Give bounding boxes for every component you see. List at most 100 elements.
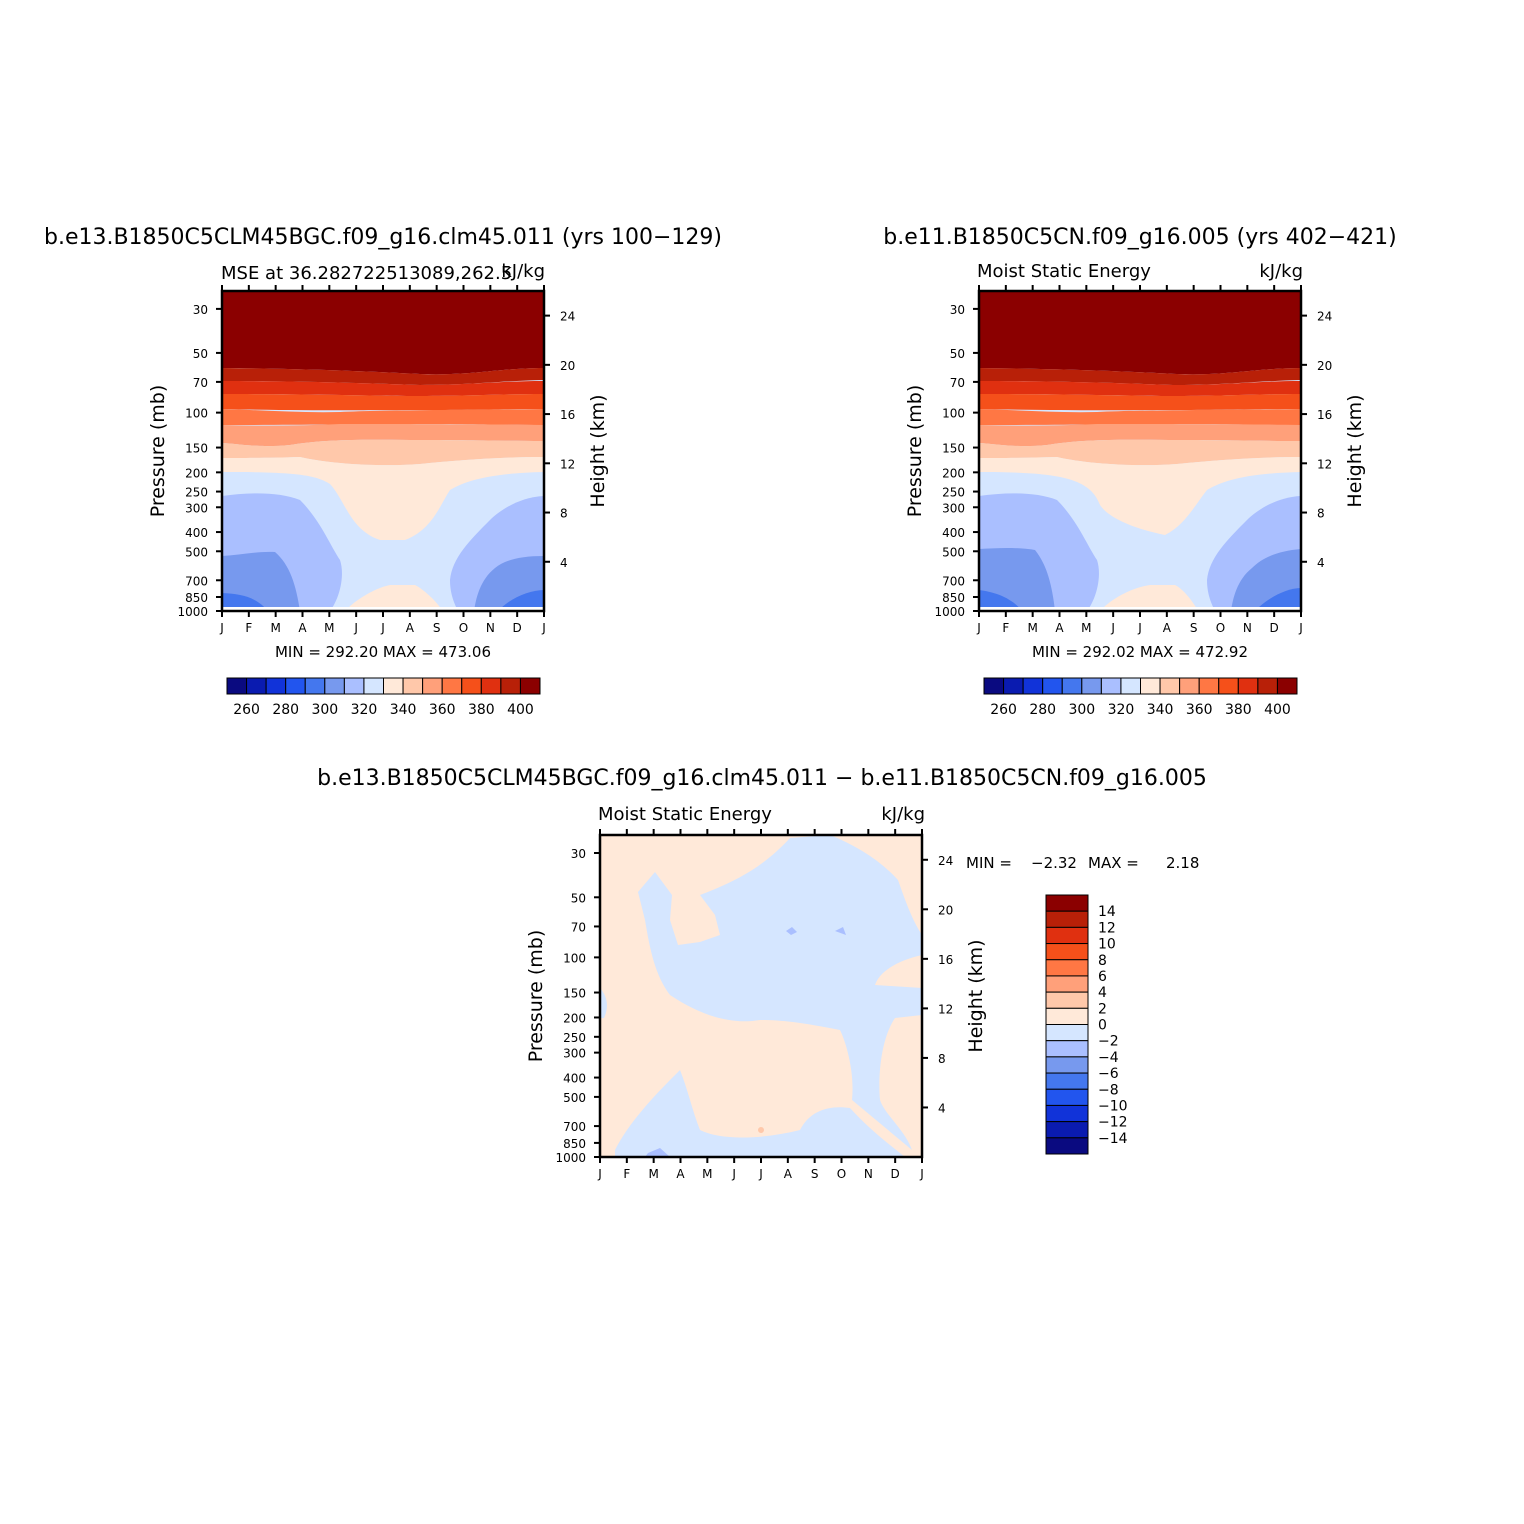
x-tick-label: J — [976, 621, 981, 635]
colorbar-label: 8 — [1098, 953, 1107, 969]
x-tick-label: A — [1055, 621, 1064, 635]
colorbar-swatch — [441, 677, 463, 695]
colorbar-swatch — [1045, 1104, 1089, 1123]
x-tick-label: M — [324, 621, 334, 635]
colorbar-swatch — [285, 677, 306, 695]
y-tick-label: 250 — [942, 486, 965, 500]
x-tick-label: O — [1216, 621, 1225, 635]
colorbar-label: −8 — [1098, 1082, 1119, 1098]
y-axis-title: Pressure (mb) — [147, 385, 169, 518]
y-tick-label: 50 — [193, 347, 208, 361]
x-tick-label: J — [1137, 621, 1142, 635]
y2-tick-label: 4 — [1317, 556, 1325, 570]
colorbar-swatch — [1045, 1024, 1089, 1042]
x-tick-label: D — [891, 1167, 900, 1181]
colorbar-label: 280 — [272, 702, 299, 718]
colorbar-swatch — [500, 677, 521, 695]
colorbar-label: −2 — [1098, 1034, 1119, 1050]
colorbar-swatch — [1045, 894, 1089, 912]
panel-3: b.e13.B1850C5CLM45BGC.f09_g16.clm45.011 … — [317, 766, 1207, 1181]
colorbar-swatch — [1045, 926, 1089, 945]
colorbar-swatch — [1257, 677, 1278, 695]
y-tick-label: 850 — [185, 591, 208, 605]
x-tick-label: S — [811, 1167, 819, 1181]
colorbar-swatch — [1042, 677, 1063, 695]
y-tick-label: 200 — [942, 466, 965, 480]
colorbar-swatch — [246, 677, 267, 695]
y-tick-label: 400 — [942, 526, 965, 540]
y-tick-label: 30 — [571, 847, 586, 861]
panel-1-field — [222, 291, 544, 611]
colorbar-swatch — [1045, 975, 1089, 993]
y-tick-label: 850 — [942, 591, 965, 605]
colorbar-label: 12 — [1098, 920, 1116, 936]
colorbar-swatch — [461, 677, 482, 695]
panel-1: b.e13.B1850C5CLM45BGC.f09_g16.clm45.011 … — [44, 225, 722, 718]
x-tick-label: S — [1190, 621, 1198, 635]
y-tick-label: 100 — [185, 407, 208, 421]
colorbar-label: 4 — [1098, 985, 1107, 1001]
y-tick-label: 250 — [563, 1031, 586, 1045]
x-tick-label: O — [459, 621, 468, 635]
y2-tick-label: 12 — [560, 457, 575, 471]
x-tick-label: M — [1081, 621, 1091, 635]
y-tick-label: 300 — [563, 1047, 586, 1061]
colorbar-swatch — [480, 677, 502, 695]
colorbar-label: 6 — [1098, 969, 1107, 985]
panel-3-subtitle-left: Moist Static Energy — [598, 804, 772, 825]
y-tick-label: 100 — [563, 951, 586, 965]
colorbar-label: 300 — [1068, 702, 1095, 718]
colorbar-swatch — [1140, 677, 1161, 695]
y-tick-label: 500 — [942, 545, 965, 559]
y2-tick-label: 12 — [1317, 457, 1332, 471]
y-tick-label: 1000 — [934, 605, 965, 619]
y2-tick-label: 16 — [1317, 408, 1332, 422]
y2-tick-label: 24 — [560, 310, 575, 324]
colorbar-swatch — [1218, 677, 1239, 695]
x-tick-label: A — [1163, 621, 1172, 635]
colorbar-label: 260 — [990, 702, 1017, 718]
colorbar-swatch — [402, 677, 424, 695]
x-tick-label: A — [784, 1167, 793, 1181]
colorbar-swatch — [265, 677, 287, 695]
y-tick-label: 200 — [185, 466, 208, 480]
colorbar-swatch — [983, 677, 1005, 695]
colorbar-label: 400 — [507, 702, 534, 718]
y2-tick-label: 8 — [938, 1052, 946, 1066]
panel-2-subtitle-left: Moist Static Energy — [977, 261, 1151, 282]
panel-1-title: b.e13.B1850C5CLM45BGC.f09_g16.clm45.011 … — [44, 225, 722, 250]
y-tick-label: 300 — [185, 501, 208, 515]
colorbar-label: 14 — [1098, 904, 1116, 920]
colorbar-swatch — [363, 677, 384, 695]
colorbar-swatch — [1100, 677, 1122, 695]
x-tick-label: N — [1243, 621, 1252, 635]
colorbar-swatch — [1045, 1040, 1089, 1058]
x-tick-label: J — [758, 1167, 763, 1181]
colorbar-label: 360 — [429, 702, 456, 718]
colorbar-swatch — [1045, 1137, 1089, 1155]
y-tick-label: 70 — [193, 376, 208, 390]
panel-3-field — [600, 835, 922, 1157]
colorbar-label: 300 — [311, 702, 338, 718]
panel-3-title: b.e13.B1850C5CLM45BGC.f09_g16.clm45.011 … — [317, 766, 1207, 791]
panel-3-stats-min-label: MIN = — [966, 854, 1012, 872]
y-tick-label: 150 — [185, 442, 208, 456]
panel-2-stats: MIN = 292.02 MAX = 472.92 — [1032, 643, 1248, 661]
colorbar-swatch — [1022, 677, 1044, 695]
y-tick-label: 150 — [942, 442, 965, 456]
colorbar-swatch — [1045, 943, 1089, 961]
x-tick-label: N — [864, 1167, 873, 1181]
y2-tick-label: 24 — [1317, 310, 1332, 324]
y-tick-label: 500 — [185, 545, 208, 559]
y-axis-title: Pressure (mb) — [904, 385, 926, 518]
y-tick-label: 50 — [571, 891, 586, 905]
x-tick-label: O — [837, 1167, 846, 1181]
colorbar-label: 340 — [390, 702, 417, 718]
colorbar-swatch — [422, 677, 443, 695]
colorbar-label: −4 — [1098, 1050, 1119, 1066]
panel-1-stats: MIN = 292.20 MAX = 473.06 — [275, 643, 491, 661]
panel-3-stats-min: −2.32 — [1031, 854, 1077, 872]
y-tick-label: 1000 — [555, 1151, 586, 1165]
y2-tick-label: 20 — [560, 359, 575, 373]
colorbar-swatch — [226, 677, 248, 695]
